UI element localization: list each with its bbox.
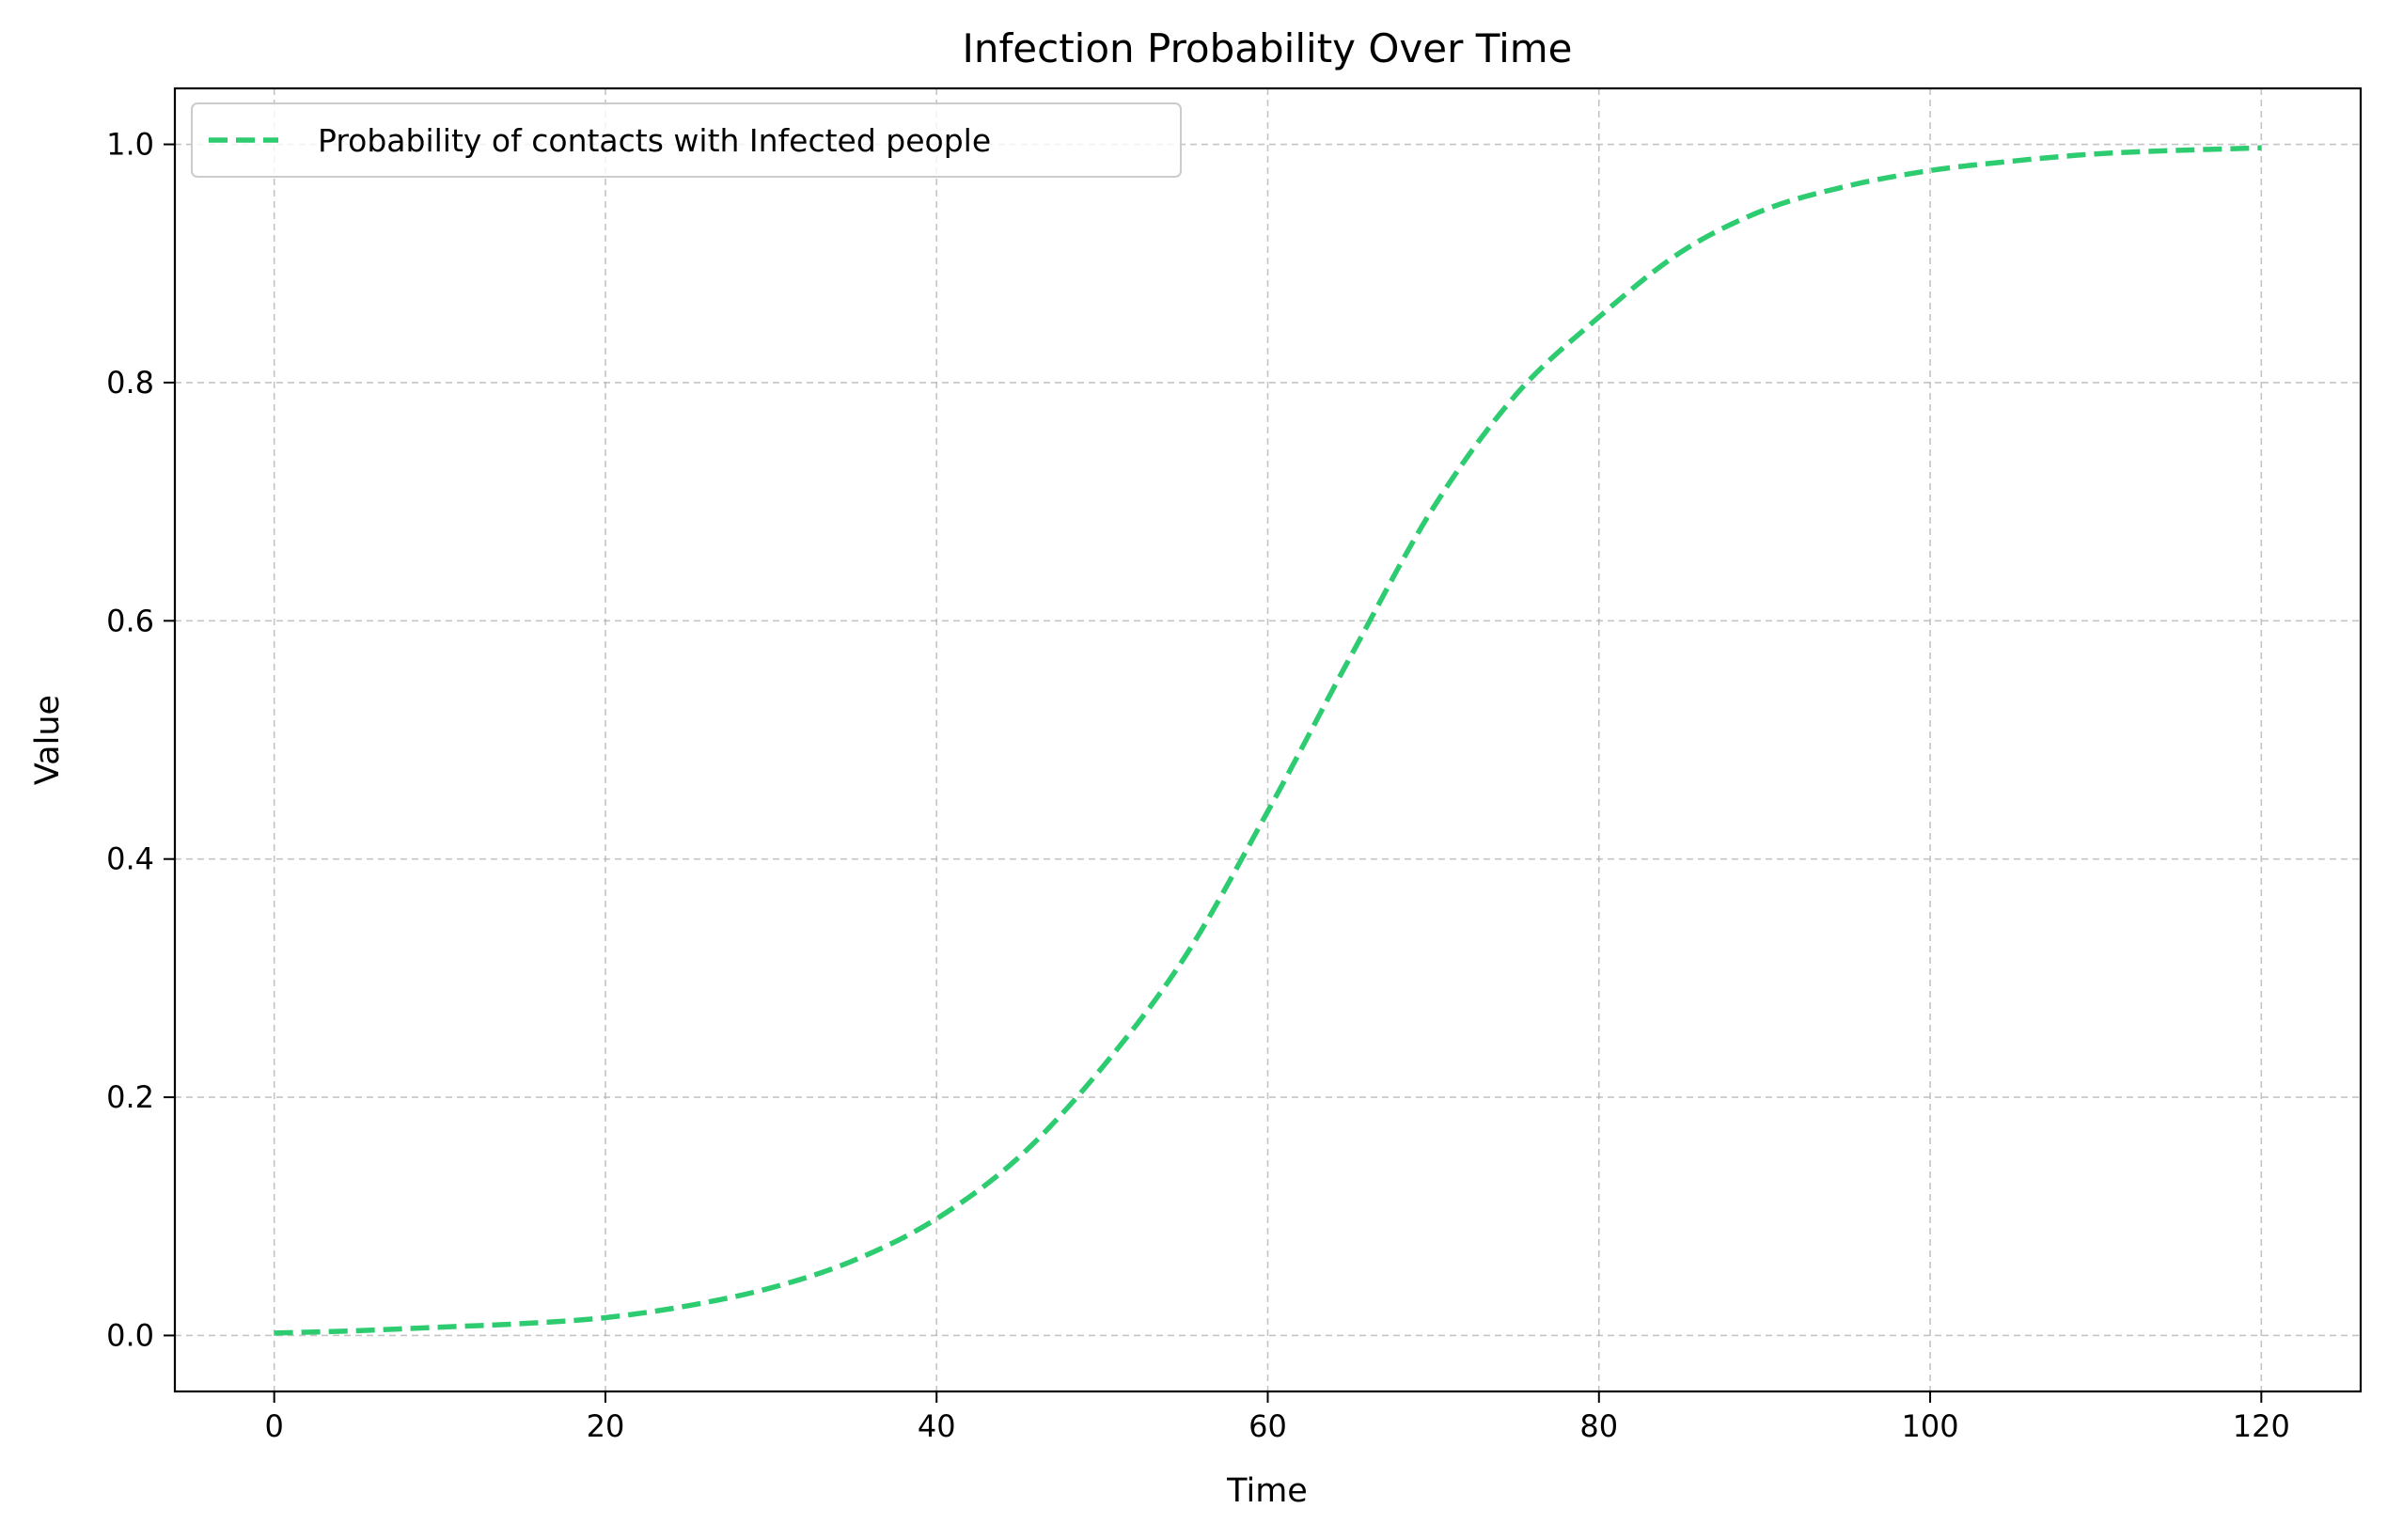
x-axis-ticks: 0 20 40 60 80 100 120 bbox=[265, 1391, 2290, 1444]
series-layer bbox=[274, 145, 2262, 1336]
y-tick-label: 1.0 bbox=[106, 127, 154, 163]
x-tick-label: 40 bbox=[918, 1408, 956, 1444]
x-tick-label: 80 bbox=[1579, 1408, 1618, 1444]
y-axis-label: Value bbox=[29, 695, 67, 785]
series-line-0 bbox=[274, 145, 2262, 1336]
y-axis-ticks: 0.0 0.2 0.4 0.6 0.8 1.0 bbox=[106, 127, 175, 1353]
legend-box bbox=[191, 102, 1182, 178]
x-tick-label: 120 bbox=[2233, 1408, 2290, 1444]
y-tick-label: 0.2 bbox=[106, 1079, 154, 1115]
grid-horizontal-lines bbox=[175, 143, 2361, 1337]
x-axis-label: Time bbox=[1226, 1472, 1308, 1510]
legend: Probability of contacts with Infected pe… bbox=[191, 102, 1182, 178]
x-tick-label: 20 bbox=[587, 1408, 625, 1444]
legend-label-series-0: Probability of contacts with Infected pe… bbox=[318, 122, 991, 159]
grid-vertical-lines bbox=[273, 88, 2263, 1391]
y-tick-label: 0.4 bbox=[106, 841, 154, 877]
y-tick-label: 0.8 bbox=[106, 365, 154, 401]
y-tick-label: 0.0 bbox=[106, 1317, 154, 1353]
chart-title: Infection Probability Over Time bbox=[962, 25, 1572, 71]
x-tick-label: 0 bbox=[265, 1408, 284, 1444]
x-tick-label: 60 bbox=[1248, 1408, 1287, 1444]
y-tick-label: 0.6 bbox=[106, 603, 154, 638]
x-tick-label: 100 bbox=[1902, 1408, 1959, 1444]
